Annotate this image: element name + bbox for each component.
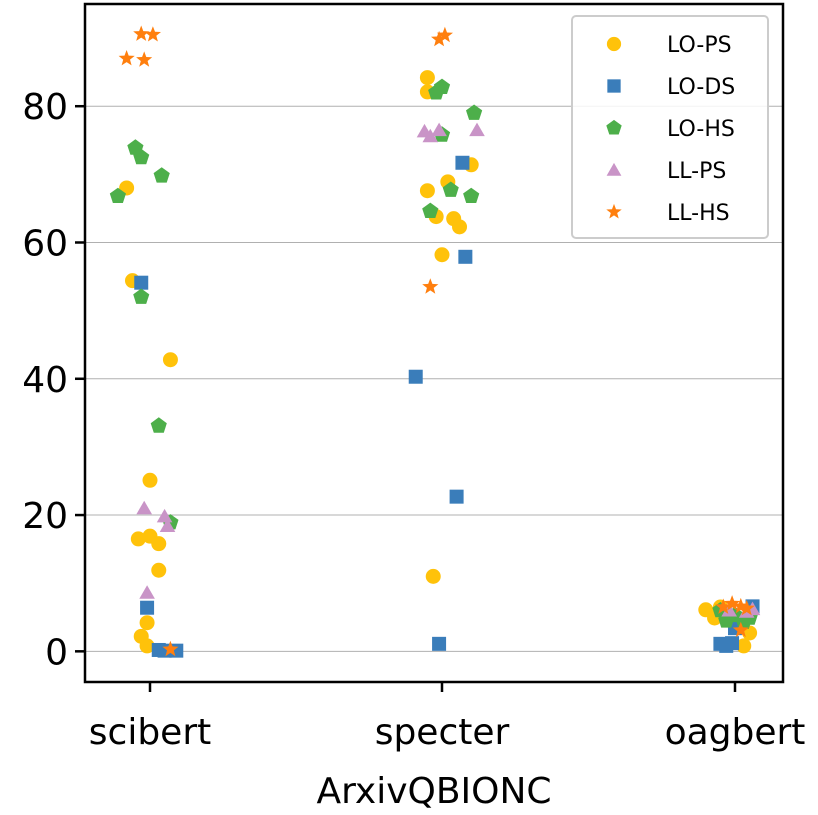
data-point xyxy=(449,489,464,504)
legend-marker xyxy=(606,203,622,219)
legend-marker xyxy=(606,162,622,176)
legend-marker xyxy=(607,79,621,93)
data-point xyxy=(134,275,149,290)
data-point xyxy=(142,472,158,488)
data-point xyxy=(422,278,439,294)
x-tick-label: scibert xyxy=(89,712,211,753)
x-axis: scibert specter oagbert xyxy=(89,682,806,753)
data-point xyxy=(725,636,740,651)
data-point xyxy=(434,247,450,263)
data-point xyxy=(736,638,752,654)
data-point xyxy=(724,595,741,611)
data-point xyxy=(133,288,150,304)
grid-lines xyxy=(85,105,783,652)
data-point xyxy=(130,531,146,547)
data-point xyxy=(140,600,155,615)
data-point xyxy=(436,26,453,43)
data-point xyxy=(144,26,161,42)
data-point xyxy=(721,603,737,617)
series-lo-ps xyxy=(119,70,758,654)
data-point xyxy=(469,122,485,137)
y-axis: 0 20 40 60 80 xyxy=(22,87,85,673)
series-ll-ps xyxy=(136,122,761,618)
data-point xyxy=(432,636,447,651)
data-point xyxy=(109,187,126,203)
data-point xyxy=(136,500,152,515)
legend-label: LO-DS xyxy=(667,75,735,100)
data-point xyxy=(732,621,749,638)
y-tick-label: 60 xyxy=(22,223,68,264)
series-ll-hs xyxy=(118,25,755,657)
data-point xyxy=(428,84,445,100)
data-point xyxy=(150,417,167,433)
x-axis-title: ArxivQBIONC xyxy=(316,771,551,812)
data-point xyxy=(463,187,480,203)
data-point xyxy=(159,518,176,532)
data-point xyxy=(738,599,755,616)
data-point xyxy=(133,148,150,165)
data-point xyxy=(431,30,448,47)
data-point xyxy=(153,167,170,183)
data-point xyxy=(162,352,178,368)
data-point xyxy=(118,50,135,66)
data-point xyxy=(151,562,167,578)
data-point xyxy=(422,202,439,218)
data-point xyxy=(431,122,447,137)
legend: LO-PS LO-DS LO-HS LL-PS LL-HS xyxy=(571,15,769,239)
legend-marker xyxy=(606,119,622,135)
data-point xyxy=(151,536,167,552)
y-tick-label: 40 xyxy=(22,360,68,401)
legend-label: LO-PS xyxy=(667,33,732,58)
data-point xyxy=(162,640,179,657)
legend-label: LO-HS xyxy=(667,117,735,142)
data-point xyxy=(419,70,435,86)
data-point xyxy=(452,219,468,235)
data-point xyxy=(466,104,483,120)
data-point xyxy=(139,585,155,599)
y-tick-label: 80 xyxy=(22,87,68,128)
data-point xyxy=(408,369,423,384)
x-tick-label: specter xyxy=(375,712,510,753)
data-point xyxy=(139,615,155,631)
data-point xyxy=(133,25,150,41)
legend-box xyxy=(571,15,769,239)
data-point xyxy=(715,598,732,614)
data-points xyxy=(109,25,761,658)
data-point xyxy=(425,568,441,584)
data-point xyxy=(136,51,153,67)
data-point xyxy=(458,249,473,264)
y-tick-label: 20 xyxy=(22,496,68,537)
data-point xyxy=(422,128,439,143)
y-tick-label: 0 xyxy=(45,632,68,673)
plot-frame xyxy=(83,2,785,684)
x-tick-label: oagbert xyxy=(665,712,806,753)
data-point xyxy=(732,597,749,614)
data-point xyxy=(455,155,470,170)
legend-label: LL-PS xyxy=(667,159,726,184)
data-point xyxy=(419,183,435,199)
data-point xyxy=(442,181,459,197)
legend-marker xyxy=(606,36,622,52)
data-point xyxy=(139,638,155,654)
legend-label: LL-HS xyxy=(667,201,730,226)
data-point xyxy=(156,508,173,523)
